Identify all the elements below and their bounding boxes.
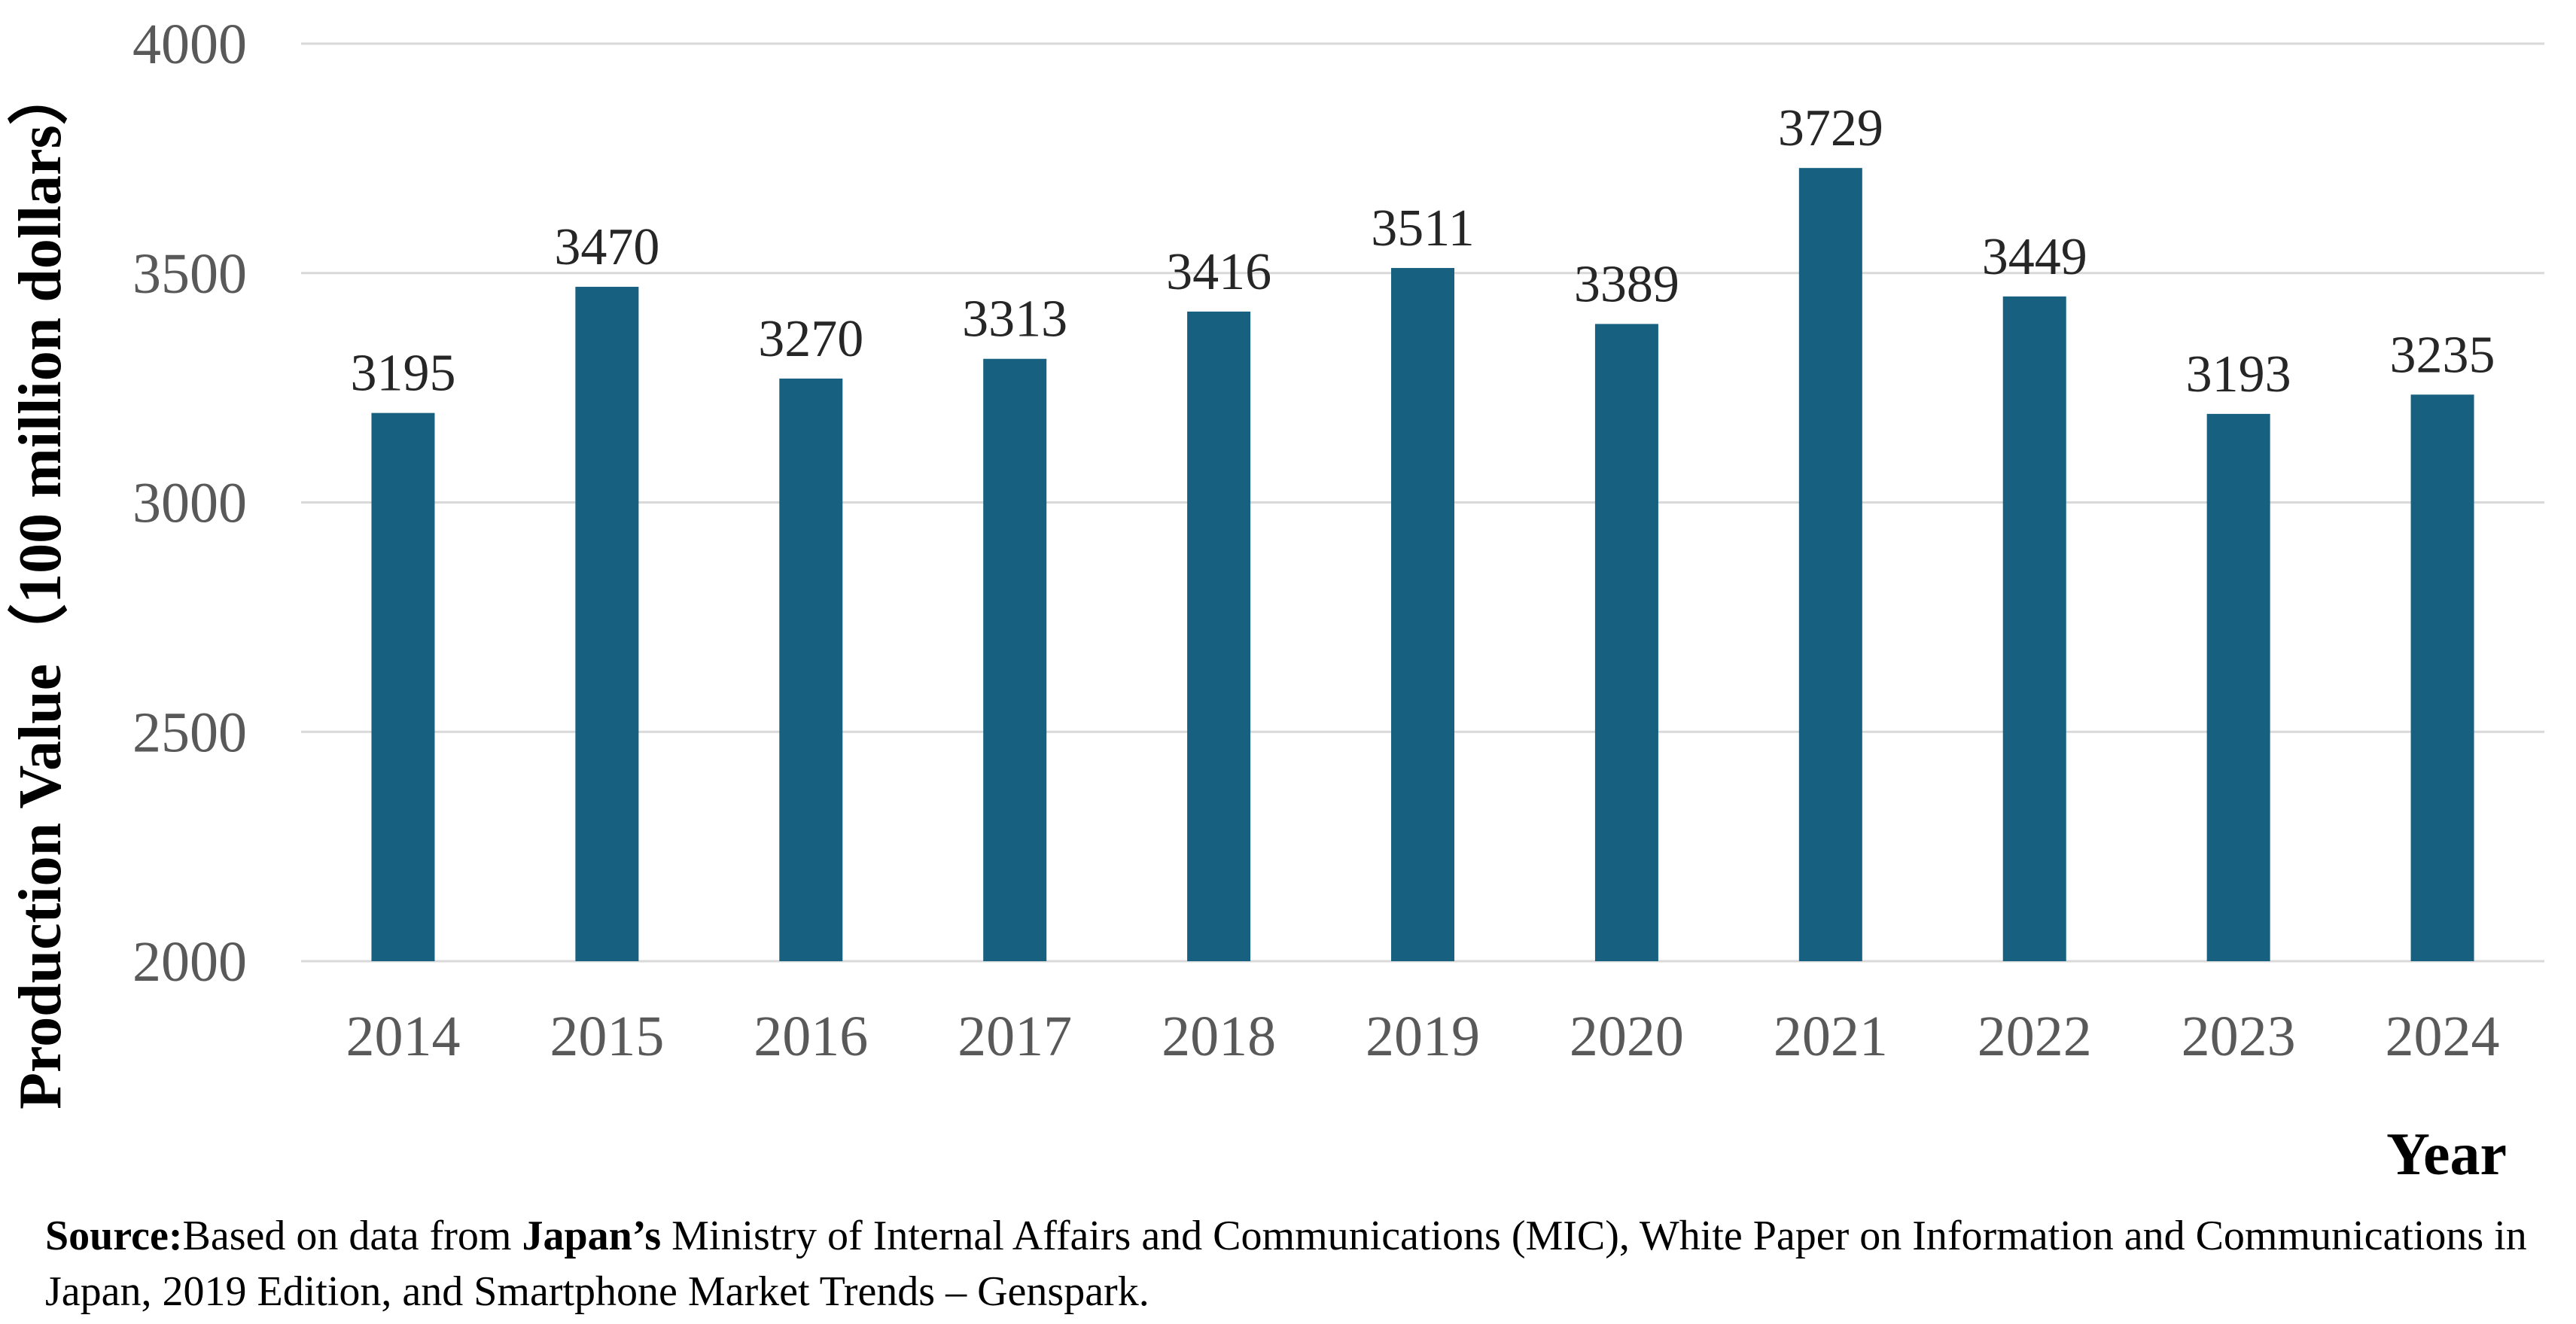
bar-2019 bbox=[1391, 268, 1454, 961]
bar-2017 bbox=[983, 358, 1047, 961]
x-tick-label-2019: 2019 bbox=[1366, 1005, 1480, 1068]
data-label-2021: 3729 bbox=[1778, 99, 1883, 157]
source-text-1: Based on data from bbox=[182, 1213, 522, 1259]
data-label-2023: 3193 bbox=[2186, 345, 2291, 403]
data-label-2018: 3416 bbox=[1166, 243, 1271, 301]
bar-2016 bbox=[779, 378, 843, 961]
bar-2015 bbox=[575, 287, 639, 961]
x-tick-label-2015: 2015 bbox=[550, 1005, 664, 1068]
y-axis-title: Production Value（100 million dollars） bbox=[8, 65, 74, 1109]
data-label-2024: 3235 bbox=[2390, 326, 2495, 384]
data-label-2020: 3389 bbox=[1574, 255, 1679, 313]
bar-2020 bbox=[1594, 324, 1658, 961]
bar-2014 bbox=[371, 412, 435, 961]
data-label-2015: 3470 bbox=[554, 218, 659, 276]
x-tick-label-2024: 2024 bbox=[2386, 1005, 2500, 1068]
bar-2018 bbox=[1187, 311, 1251, 961]
data-label-2022: 3449 bbox=[1982, 228, 2087, 286]
data-label-2014: 3195 bbox=[350, 345, 455, 403]
bar-2021 bbox=[1798, 168, 1862, 961]
x-tick-label-2022: 2022 bbox=[1978, 1005, 2092, 1068]
source-note: Source:Based on data from Japan’s Minist… bbox=[45, 1208, 2559, 1319]
bars bbox=[371, 168, 2474, 962]
data-label-2019: 3511 bbox=[1371, 199, 1474, 257]
x-axis-ticks: 2014 2015 2016 2017 2018 2019 2020 2021 2022 2023… bbox=[346, 1005, 2499, 1068]
y-tick-label: 2000 bbox=[132, 930, 247, 994]
source-emphasis: Japan’s bbox=[522, 1213, 662, 1259]
x-tick-label-2023: 2023 bbox=[2182, 1005, 2296, 1068]
bar-2022 bbox=[2002, 296, 2066, 962]
x-tick-label-2017: 2017 bbox=[958, 1005, 1072, 1068]
x-axis-title: Year bbox=[2386, 1122, 2507, 1188]
data-label-2017: 3313 bbox=[962, 291, 1067, 349]
data-label-2016: 3270 bbox=[758, 310, 863, 368]
bar-2023 bbox=[2206, 413, 2270, 961]
source-text-2: Ministry of Internal Affairs and Communi… bbox=[45, 1213, 2527, 1315]
bar-2024 bbox=[2410, 394, 2474, 961]
y-tick-label: 2500 bbox=[132, 701, 247, 764]
x-tick-label-2018: 2018 bbox=[1162, 1005, 1276, 1068]
y-tick-label: 3500 bbox=[132, 242, 247, 306]
x-tick-label-2021: 2021 bbox=[1774, 1005, 1888, 1068]
data-labels: 3195 3470 3270 3313 3416 3511 3389 3729 3449 3193… bbox=[350, 99, 2495, 403]
x-tick-label-2014: 2014 bbox=[346, 1005, 460, 1068]
y-tick-label: 3000 bbox=[132, 472, 247, 535]
source-label: Source: bbox=[45, 1213, 183, 1259]
y-axis-ticks: 2000 2500 3000 3500 4000 bbox=[132, 13, 247, 994]
x-tick-label-2016: 2016 bbox=[754, 1005, 868, 1068]
bar-chart: 2000 2500 3000 3500 4000 3195 3470 3270 3313 341… bbox=[8, 13, 2544, 1188]
y-tick-label: 4000 bbox=[132, 13, 247, 76]
x-tick-label-2020: 2020 bbox=[1570, 1005, 1684, 1068]
